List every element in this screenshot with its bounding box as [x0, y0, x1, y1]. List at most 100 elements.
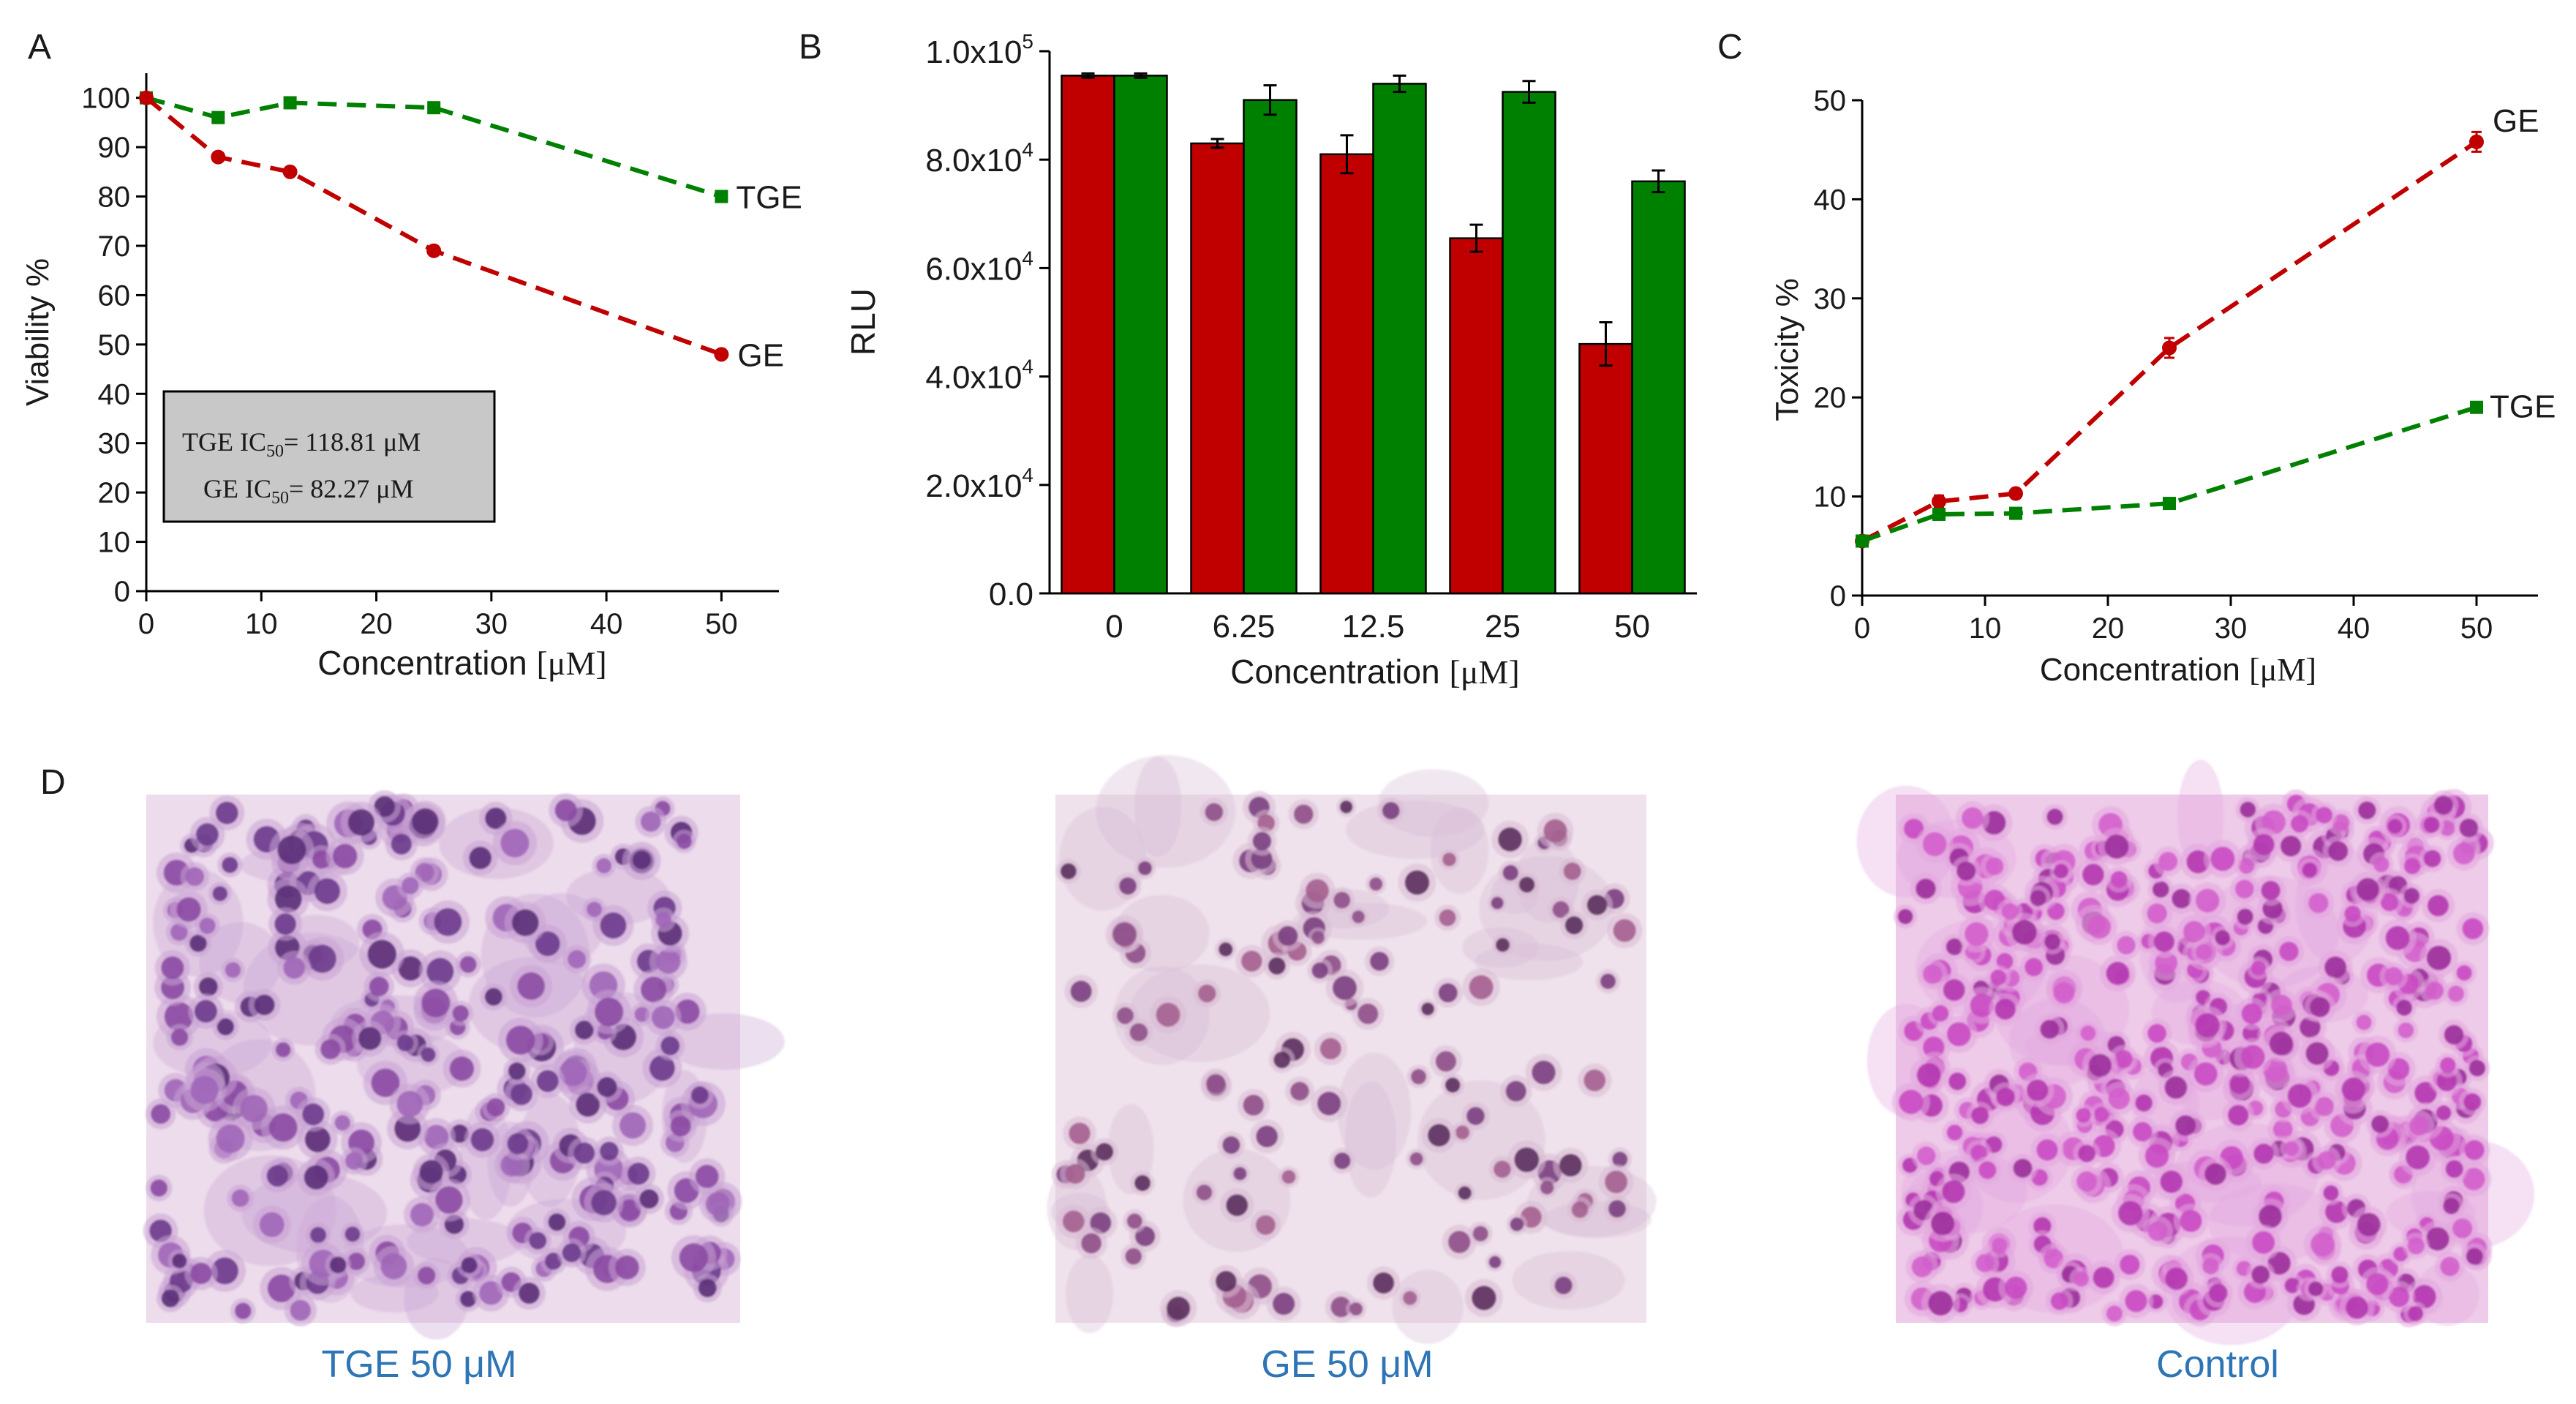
- micrograph-cell-nucleus: [2308, 1281, 2324, 1296]
- micrograph-cell-nucleus: [1435, 1051, 1457, 1072]
- micrograph-cell-nucleus: [347, 1253, 366, 1271]
- micrograph-cell-nucleus: [1112, 922, 1137, 947]
- panel-c-line-tge: [1861, 405, 2477, 544]
- micrograph-cell-nucleus: [198, 977, 218, 996]
- micrograph-cell-nucleus: [1911, 1256, 1933, 1277]
- panel-c-toxicity-chart: 0 10 20 30 40 50 0 10 20 30 40 50 GE TGE Toxicity %…: [1769, 85, 2556, 688]
- micrograph-cell-nucleus: [2120, 1254, 2140, 1275]
- micrograph-cell-nucleus: [2366, 1273, 2389, 1296]
- micrograph-cell-nucleus: [2433, 795, 2453, 815]
- micrograph-cell-nucleus: [2403, 887, 2420, 904]
- micrograph-cell-nucleus: [1241, 950, 1262, 972]
- micrograph-cell-nucleus: [2314, 1097, 2335, 1116]
- micrograph-cell-nucleus: [1946, 1022, 1971, 1047]
- micrograph-cell-nucleus: [1095, 1143, 1114, 1161]
- panel-a-x-tick-label: 20: [360, 608, 393, 640]
- micrograph-cell-nucleus: [1278, 926, 1298, 946]
- micrograph-cell-nucleus: [1403, 1291, 1417, 1305]
- panel-a-x-tick-label: 50: [705, 608, 738, 640]
- micrograph-cell-nucleus: [304, 1165, 328, 1190]
- micrograph-cell-nucleus: [1583, 1069, 1606, 1092]
- panel-c-y-tick-label: 0: [1830, 580, 1846, 612]
- micrograph-cell-nucleus: [449, 1056, 475, 1081]
- micrograph-cell-nucleus: [485, 807, 507, 830]
- micrograph-cell-nucleus: [1119, 877, 1137, 895]
- panel-a-point-ge: [282, 164, 298, 179]
- panel-a-y-tick-label: 40: [98, 378, 131, 410]
- micrograph-cell-nucleus: [2253, 833, 2275, 856]
- micrograph-cell-nucleus: [1932, 1005, 1949, 1022]
- micrograph-cell-nucleus: [2396, 999, 2413, 1016]
- micrograph-cell-nucleus: [1472, 1285, 1496, 1310]
- micrograph-cell-nucleus: [562, 1243, 581, 1263]
- micrograph-texture-blob: [1096, 755, 1236, 868]
- micrograph-cell-nucleus: [235, 1302, 252, 1320]
- micrograph-texture-blob: [1378, 769, 1489, 837]
- micrograph-cell-nucleus: [596, 857, 612, 874]
- micrograph-cell-nucleus: [2328, 841, 2349, 862]
- micrograph-cell-nucleus: [600, 1141, 619, 1161]
- panel-c-y-axis-label: Toxicity %: [1769, 278, 1805, 421]
- micrograph-cell-nucleus: [670, 1116, 691, 1137]
- micrograph-texture-blob: [1066, 1254, 1114, 1334]
- micrograph-cell-nucleus: [170, 923, 188, 941]
- micrograph-cell-nucleus: [410, 1203, 434, 1227]
- panel-b-x-tick-label: 6.25: [1213, 609, 1276, 645]
- panel-a-point-ge: [714, 347, 729, 362]
- micrograph-cell-nucleus: [374, 795, 396, 817]
- panel-a-y-axis-label: Viability %: [20, 258, 56, 406]
- micrograph-cell-nucleus: [1409, 1152, 1423, 1165]
- panel-c-point-ge: [1932, 494, 1946, 509]
- panel-c-y-tick-label: 40: [1814, 184, 1847, 216]
- micrograph-cell-nucleus: [419, 1160, 443, 1184]
- micrograph-cell-nucleus: [380, 1253, 407, 1280]
- micrograph-cell-nucleus: [1134, 1175, 1151, 1191]
- micrograph-cell-nucleus: [1965, 922, 1989, 946]
- panel-letter-a: A: [28, 28, 51, 67]
- micrograph-cell-nucleus: [1281, 1170, 1296, 1185]
- panel-b-bar-tge: [1113, 75, 1168, 595]
- micrograph-cell-nucleus: [510, 1083, 532, 1105]
- micrograph-cell-nucleus: [2195, 1013, 2221, 1038]
- micrograph-cell-nucleus: [2046, 808, 2063, 825]
- micrograph-cell-nucleus: [274, 913, 296, 935]
- micrograph-cell-nucleus: [2443, 1198, 2460, 1215]
- panel-b-y-tick-mantissa: 0.0: [989, 577, 1033, 612]
- micrograph-cell-nucleus: [2341, 1077, 2366, 1102]
- micrograph-cell-nucleus: [2210, 846, 2235, 871]
- micrograph-cell-nucleus: [2196, 944, 2212, 961]
- micrograph-cell-nucleus: [1971, 1106, 1989, 1125]
- micrograph-cell-nucleus: [329, 1256, 347, 1274]
- micrograph-cell-nucleus: [2053, 982, 2075, 1004]
- micrograph-cell-nucleus: [1495, 938, 1510, 953]
- panel-b-bar-tge: [1243, 99, 1298, 595]
- panel-b-y-tick-exponent: 4: [1022, 464, 1033, 487]
- micrograph-cell-nucleus: [548, 1213, 566, 1231]
- micrograph-cell-nucleus: [2080, 1025, 2096, 1041]
- micrograph-cell-nucleus: [1382, 802, 1400, 819]
- micrograph-cell-nucleus: [2463, 1093, 2482, 1111]
- panel-b-bar-tge: [1372, 83, 1427, 595]
- panel-c-series-label-ge: GE: [2493, 103, 2539, 139]
- micrograph-cell-nucleus: [1494, 1160, 1511, 1178]
- micrograph-cell-nucleus: [1126, 1213, 1142, 1229]
- micrograph-cell-nucleus: [2144, 1144, 2169, 1168]
- micrograph-cell-nucleus: [275, 1042, 291, 1058]
- micrograph-control: [1856, 759, 2534, 1345]
- micrograph-cell-nucleus: [151, 1104, 171, 1125]
- micrograph-cell-nucleus: [1129, 1023, 1148, 1042]
- micrograph-cell-nucleus: [695, 1165, 719, 1188]
- micrograph-cell-nucleus: [573, 1142, 595, 1164]
- micrograph-cell-nucleus: [2174, 1115, 2196, 1136]
- micrograph-cell-nucleus: [309, 1227, 327, 1244]
- panel-a-x-tick-label: 40: [590, 608, 623, 640]
- micrograph-cell-nucleus: [568, 950, 587, 969]
- micrograph-cell-nucleus: [660, 1036, 680, 1056]
- micrograph-cell-nucleus: [641, 976, 667, 1003]
- micrograph-cell-nucleus: [2076, 1171, 2097, 1192]
- micrograph-cell-nucleus: [371, 1068, 400, 1097]
- micrograph-cell-nucleus: [2215, 930, 2231, 946]
- micrograph-cell-nucleus: [1916, 878, 1936, 899]
- micrograph-cell-nucleus: [1255, 1215, 1276, 1235]
